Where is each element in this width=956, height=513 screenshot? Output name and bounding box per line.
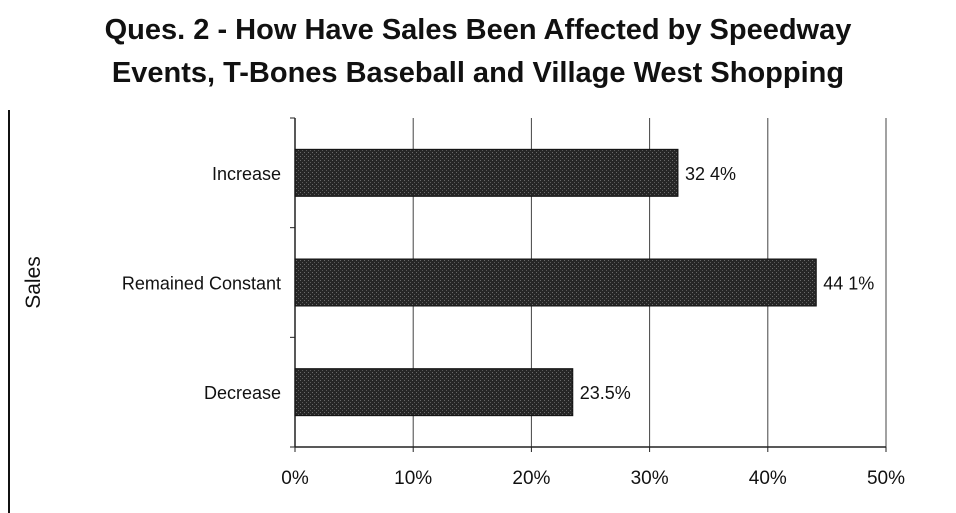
- x-tick-label: 10%: [394, 468, 432, 489]
- category-label: Remained Constant: [122, 274, 281, 294]
- frame-left-border: [8, 110, 10, 513]
- x-tick-label: 50%: [867, 468, 905, 489]
- x-tick-label: 30%: [631, 468, 669, 489]
- bar-decrease: [294, 368, 574, 417]
- data-label: 44 1%: [823, 274, 874, 294]
- bars: [294, 148, 817, 417]
- y-axis-title: Sales: [22, 256, 45, 309]
- labels: 0% 10% 20% 30% 40% 50% Increase 32 4% Remained C…: [22, 164, 905, 489]
- bar-increase: [294, 148, 679, 197]
- chart-title-line-1: Ques. 2 - How Have Sales Been Affected b…: [104, 14, 852, 46]
- x-tick-label: 20%: [512, 468, 550, 489]
- x-tick-label: 40%: [749, 468, 787, 489]
- x-tick-label: 0%: [281, 468, 309, 489]
- chart-title-line-2: Events, T-Bones Baseball and Village Wes…: [111, 57, 845, 89]
- data-label: 32 4%: [685, 164, 736, 184]
- category-label: Increase: [212, 164, 281, 184]
- data-label: 23.5%: [580, 383, 631, 403]
- bar-remained-constant: [294, 258, 817, 307]
- category-label: Decrease: [204, 383, 281, 403]
